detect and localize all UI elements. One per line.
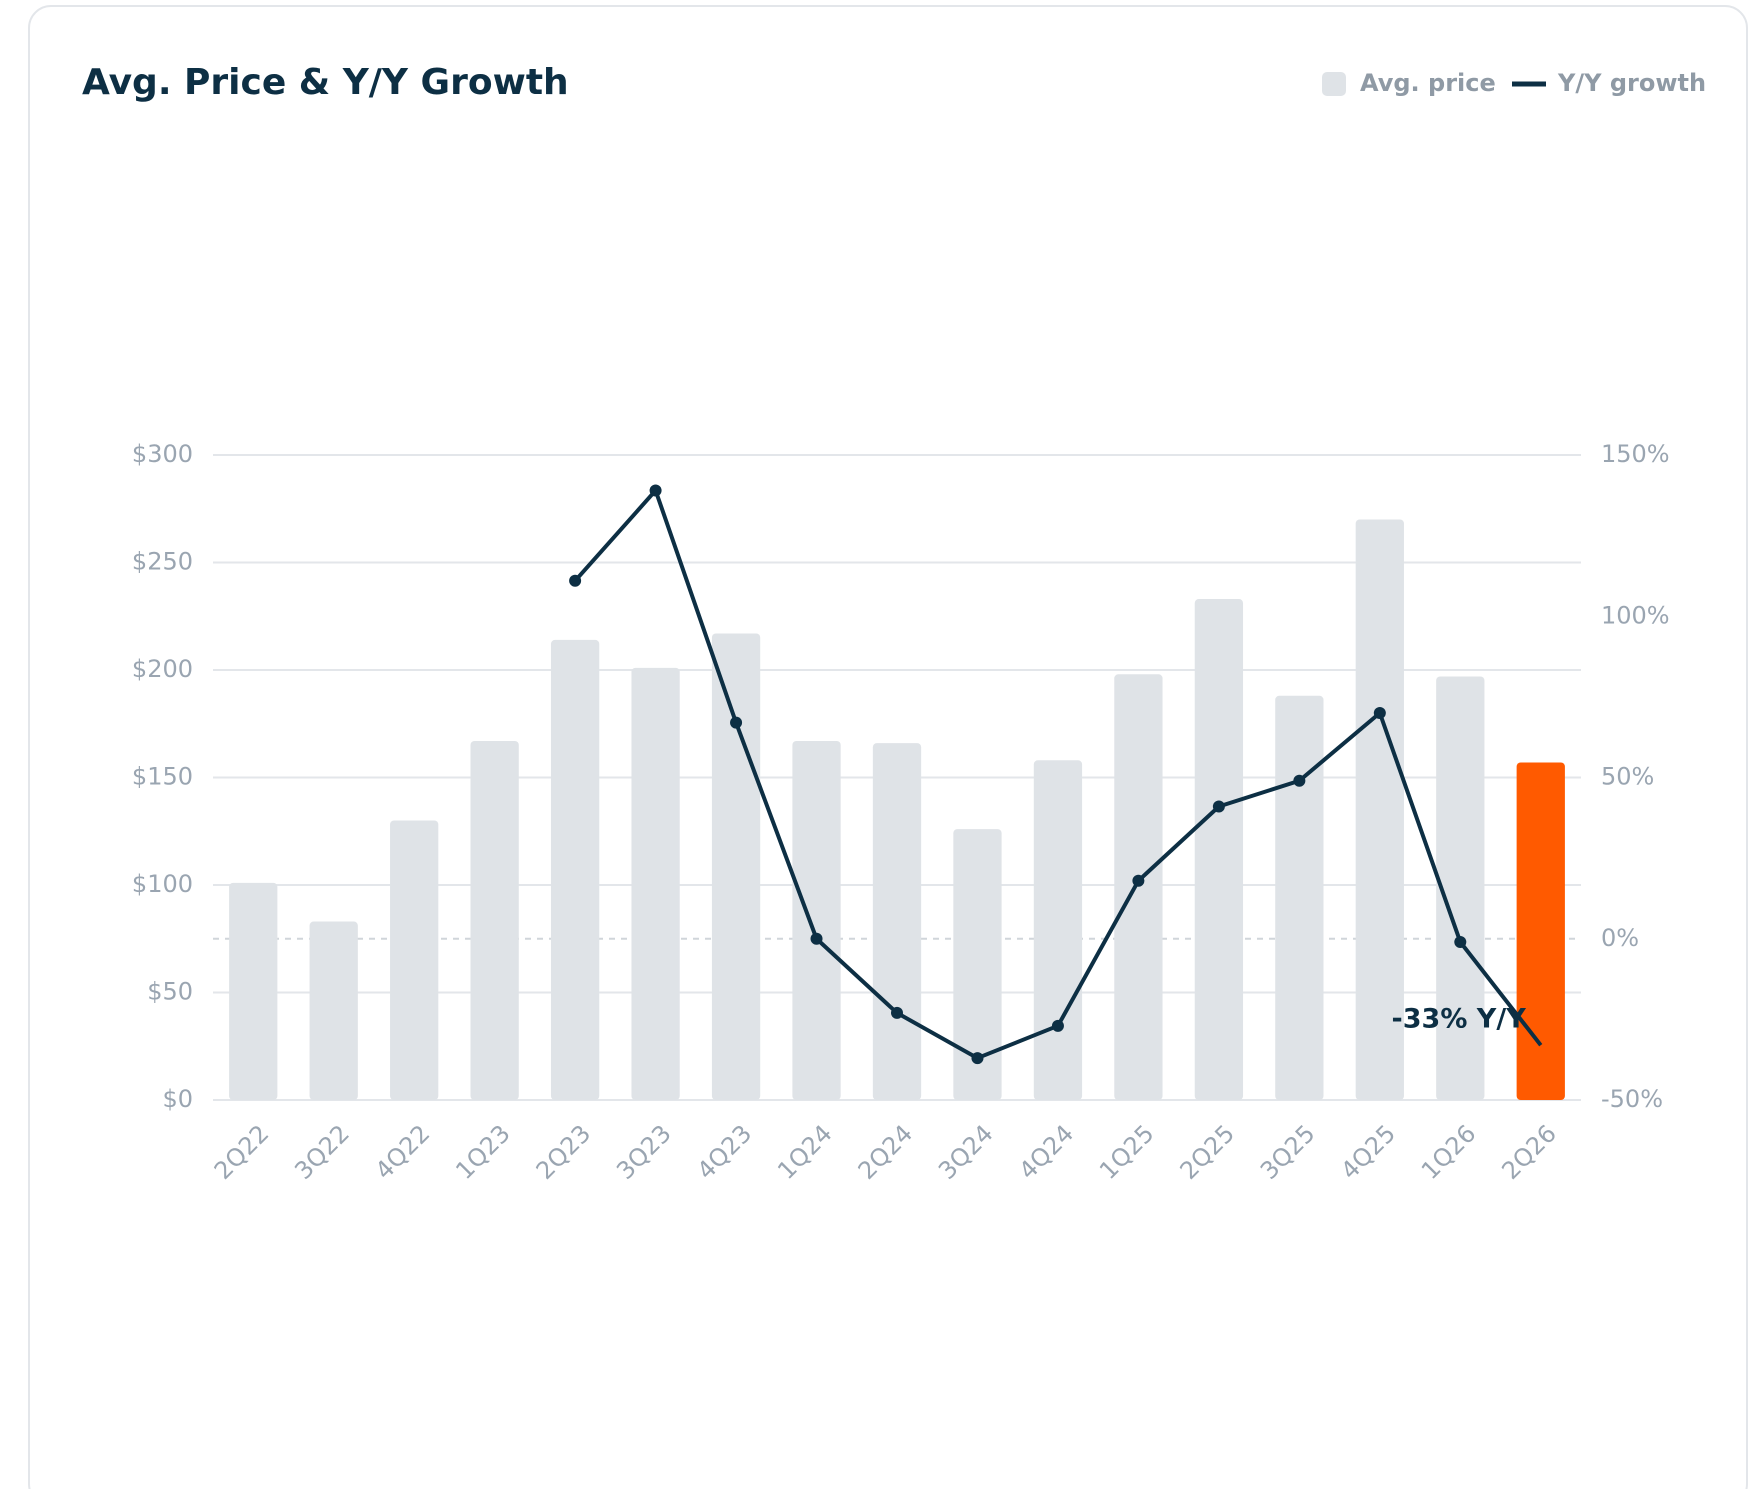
line-point xyxy=(891,1006,903,1019)
bar xyxy=(1194,599,1244,1100)
line-point xyxy=(649,484,662,497)
bar xyxy=(711,633,761,1100)
y2-tick-label: -50% xyxy=(1601,1085,1663,1113)
line-point xyxy=(1373,707,1386,719)
line-point xyxy=(730,716,743,729)
line-point xyxy=(1454,935,1467,948)
y-tick-label: $100 xyxy=(132,870,193,898)
legend-label: Avg. price xyxy=(1360,69,1496,97)
bar xyxy=(953,829,1002,1100)
line-point xyxy=(810,932,823,945)
y2-tick-label: 50% xyxy=(1601,763,1654,791)
bar xyxy=(1436,676,1485,1100)
y2-tick-label: 150% xyxy=(1601,440,1670,468)
bar xyxy=(1516,762,1565,1100)
line-point xyxy=(1212,800,1225,813)
annotation: -33% Y/Y xyxy=(1392,1004,1527,1035)
y-tick-label: $150 xyxy=(132,763,193,791)
line-point xyxy=(1293,774,1306,787)
y-tick-label: $0 xyxy=(162,1085,193,1113)
bar xyxy=(1275,695,1324,1100)
y-tick-label: $50 xyxy=(147,978,193,1006)
y2-tick-label: 0% xyxy=(1601,924,1639,952)
bar xyxy=(309,921,358,1100)
bar xyxy=(792,740,841,1100)
legend-label: Y/Y growth xyxy=(1557,69,1706,97)
y-tick-label: $300 xyxy=(132,440,193,468)
bar xyxy=(631,667,680,1100)
bar xyxy=(470,740,519,1100)
legend-swatch xyxy=(1322,72,1346,96)
bar xyxy=(550,639,600,1100)
bar xyxy=(1033,760,1083,1100)
bar xyxy=(229,882,278,1100)
chart-title: Avg. Price & Y/Y Growth xyxy=(82,62,569,103)
line-point xyxy=(569,574,582,587)
bar xyxy=(872,743,922,1100)
bar xyxy=(1114,674,1163,1100)
y-tick-label: $250 xyxy=(132,548,193,576)
line-point xyxy=(971,1052,984,1065)
y-tick-label: $200 xyxy=(132,655,193,683)
line-point xyxy=(1132,874,1145,887)
bar xyxy=(1355,519,1404,1100)
line-point xyxy=(1051,1019,1064,1032)
bar xyxy=(390,820,439,1100)
y2-tick-label: 100% xyxy=(1601,601,1670,629)
